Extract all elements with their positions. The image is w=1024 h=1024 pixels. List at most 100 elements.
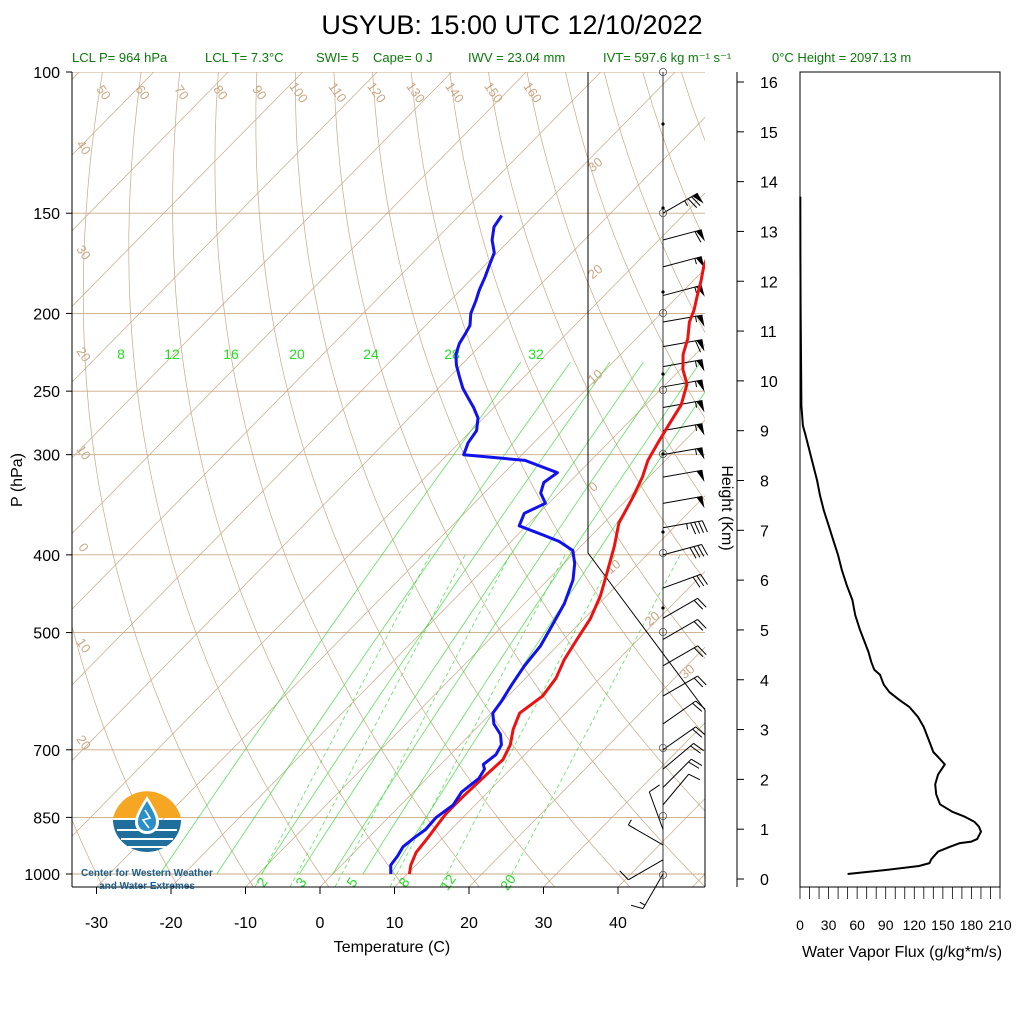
wind-barb-half-feather bbox=[695, 360, 698, 367]
wind-barb-staff bbox=[662, 284, 702, 297]
dewpoint-profile-line bbox=[389, 214, 577, 875]
wind-barb-feather bbox=[689, 547, 697, 559]
wind-barb-feather bbox=[695, 700, 706, 710]
pressure-tick-label: 1000 bbox=[24, 867, 60, 884]
wind-barb bbox=[662, 645, 707, 667]
wind-barb bbox=[662, 400, 705, 413]
height-axis-label: Height (Km) bbox=[718, 465, 735, 550]
wind-barb-feather bbox=[619, 870, 629, 881]
wind-barb-pennant bbox=[692, 193, 704, 204]
isotherm-right-label: 20 bbox=[642, 608, 663, 629]
flux-panel-frame bbox=[799, 71, 1001, 888]
adiabat-top-label: 110 bbox=[326, 80, 350, 106]
adiabat-top-label: 50 bbox=[93, 82, 114, 102]
diagnostics-swi: SWI= 5 bbox=[316, 50, 359, 65]
temperature-tick-label: -30 bbox=[85, 915, 108, 932]
diagnostics-iwv: IWV = 23.04 mm bbox=[468, 50, 565, 65]
wind-barb-staff bbox=[662, 743, 694, 770]
wind-barb-feather bbox=[697, 545, 705, 557]
wind-barb-feather bbox=[630, 904, 644, 910]
mixing-ratio-line bbox=[216, 361, 571, 875]
flux-tick-label: 60 bbox=[849, 917, 865, 933]
wind-barb bbox=[662, 192, 704, 214]
dry-adiabat-line bbox=[128, 72, 330, 887]
height-tick-label: 11 bbox=[760, 324, 777, 341]
skewt-xlabel: Temperature (C) bbox=[334, 939, 450, 956]
wind-barb bbox=[662, 597, 707, 619]
pressure-tick-label: 100 bbox=[33, 65, 60, 82]
wind-barb-staff bbox=[662, 773, 690, 806]
isotherm-line bbox=[319, 495, 705, 887]
wind-barb-pennant bbox=[696, 470, 705, 483]
wind-barb-pennant bbox=[696, 315, 705, 327]
mixing-ratio-bottom-label: 8 bbox=[395, 874, 413, 890]
sounding-dot bbox=[661, 606, 665, 610]
flux-x-axis: 0 30 60 90 120 150 180 210 bbox=[796, 887, 1012, 933]
mixing-ratio-bottom-label: 2 bbox=[253, 874, 271, 890]
isotherm-line bbox=[96, 268, 705, 887]
dry-adiabat-line bbox=[642, 72, 705, 242]
pressure-tick-label: 500 bbox=[33, 626, 60, 643]
isotherm-line bbox=[170, 343, 705, 887]
sounding-dot bbox=[661, 452, 665, 456]
wind-barb-half-feather bbox=[695, 424, 698, 431]
wind-barb-staff bbox=[662, 700, 697, 725]
wind-barb-feather bbox=[688, 773, 701, 781]
wind-barb-feather bbox=[694, 231, 702, 243]
height-tick-label: 0 bbox=[760, 872, 769, 889]
flux-tick-label: 120 bbox=[903, 917, 927, 933]
wind-barb-staff bbox=[662, 423, 703, 432]
wind-barb-pennant bbox=[696, 359, 705, 372]
wind-barb-feather bbox=[697, 521, 704, 533]
profile-lines bbox=[389, 214, 705, 875]
dry-adiabat-line bbox=[410, 72, 705, 736]
sounding-dot bbox=[661, 290, 665, 294]
isotherm-line bbox=[72, 72, 676, 686]
wind-barb-staff bbox=[662, 573, 701, 589]
dry-adiabat-line bbox=[913, 72, 1024, 891]
adiabat-left-label: 30 bbox=[73, 242, 94, 262]
standard-level-circle bbox=[659, 549, 668, 558]
dry-adiabat-line bbox=[874, 72, 1024, 891]
dry-adiabat-line bbox=[295, 72, 631, 887]
dry-adiabat-line bbox=[488, 72, 705, 581]
isotherm-line bbox=[72, 116, 705, 762]
wind-barb-staff bbox=[662, 520, 703, 529]
adiabat-top-label: 160 bbox=[520, 79, 545, 105]
wind-barb-half-feather bbox=[639, 901, 646, 906]
isotherm-line bbox=[72, 72, 229, 232]
temperature-profile-line bbox=[407, 258, 705, 875]
temperature-tick-label: 10 bbox=[386, 915, 404, 932]
isotherm-line bbox=[72, 72, 304, 307]
adiabat-left-label: 10 bbox=[73, 442, 94, 462]
wind-barb-staff bbox=[628, 859, 664, 881]
mixing-ratio-label: 12 bbox=[164, 346, 180, 362]
sounding-dot bbox=[661, 206, 665, 210]
diagnostics-freezing-height: 0°C Height = 2097.13 m bbox=[772, 50, 911, 65]
wind-barb bbox=[662, 520, 708, 535]
mixing-ratio-bottom-label: 3 bbox=[292, 874, 310, 890]
height-tick-label: 4 bbox=[760, 673, 769, 690]
temperature-tick-label: 30 bbox=[535, 915, 553, 932]
wind-barb-staff bbox=[662, 726, 697, 751]
isotherm-line bbox=[72, 192, 705, 837]
wind-barb-staff bbox=[662, 758, 692, 788]
wind-barb-staff bbox=[648, 791, 664, 830]
sounding-dot bbox=[661, 372, 665, 376]
wind-barb-feather bbox=[692, 728, 703, 738]
mixing-ratio-line bbox=[261, 361, 611, 875]
wind-barb-feather bbox=[691, 196, 701, 206]
saturation-mixing-line bbox=[289, 554, 466, 887]
wind-barb bbox=[662, 339, 705, 353]
dry-adiabat-line bbox=[526, 72, 705, 502]
logo-drop-icon bbox=[138, 801, 156, 831]
wind-barb-feather bbox=[693, 677, 704, 688]
isotherm-line bbox=[72, 72, 602, 610]
wind-barb bbox=[619, 859, 664, 881]
wind-barb bbox=[662, 495, 705, 509]
wind-barb-feather bbox=[693, 621, 704, 631]
wind-barb-staff bbox=[662, 675, 698, 697]
mixing-ratio-label: 8 bbox=[117, 346, 125, 362]
height-tick-label: 14 bbox=[760, 175, 778, 192]
